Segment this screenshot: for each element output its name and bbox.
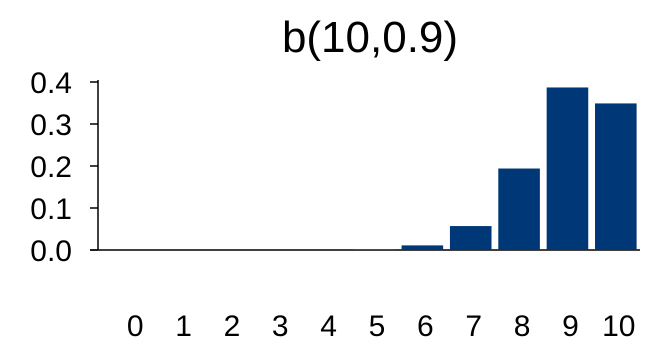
bar	[595, 103, 637, 250]
x-tick-label: 8	[514, 310, 531, 343]
x-tick-label: 4	[320, 310, 337, 343]
bar	[546, 87, 589, 251]
y-axis: 0.0 0.1 0.2 0.3 0.4	[30, 67, 640, 268]
x-tick-label: 1	[175, 310, 192, 343]
y-tick-label: 0.2	[30, 151, 72, 184]
y-tick-label: 0.1	[30, 193, 72, 226]
y-tick-label: 0.4	[30, 67, 72, 100]
x-tick-label: 10	[602, 310, 635, 343]
bar	[449, 226, 492, 250]
chart-title: b(10,0.9)	[282, 13, 458, 62]
x-tick-label: 7	[465, 310, 482, 343]
x-tick-label: 3	[272, 310, 289, 343]
y-tick-label: 0.3	[30, 109, 72, 142]
y-tick-label: 0.0	[30, 235, 72, 268]
bar	[498, 168, 540, 250]
bars	[353, 87, 637, 251]
x-tick-label: 0	[127, 310, 144, 343]
x-axis-tick-labels: 0 1 2 3 4 5 6 7 8 9 10	[127, 310, 636, 343]
x-tick-label: 9	[562, 310, 579, 343]
x-tick-label: 5	[369, 310, 386, 343]
bar	[353, 249, 395, 250]
bar	[401, 245, 444, 250]
x-tick-label: 2	[224, 310, 241, 343]
x-tick-label: 6	[417, 310, 434, 343]
